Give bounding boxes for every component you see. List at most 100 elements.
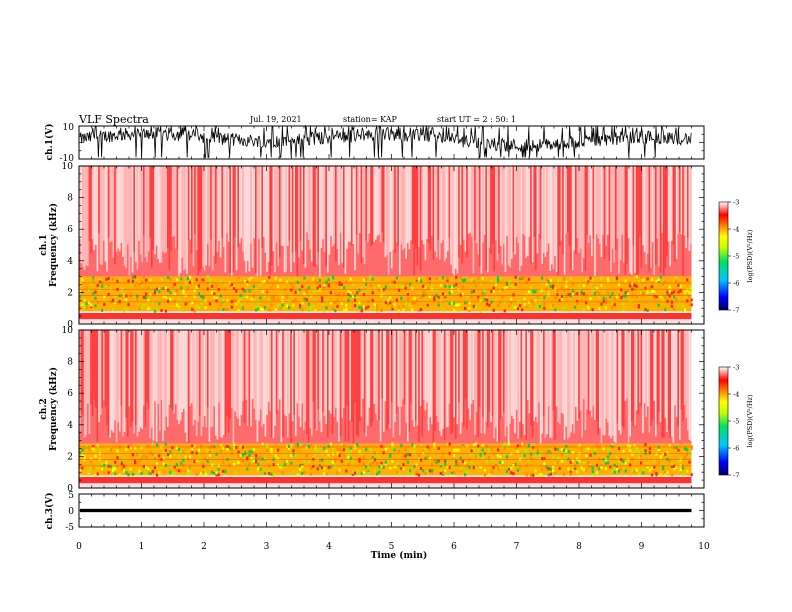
spec-column (511, 330, 513, 416)
spec-cell (521, 308, 524, 312)
spec-column (259, 166, 262, 276)
spec-column (277, 330, 279, 411)
spec-cell (580, 466, 583, 470)
spec-cell (329, 301, 332, 305)
spec-column (400, 330, 403, 407)
spec-cell (281, 300, 284, 304)
spec-cell (272, 295, 275, 299)
spec-column (269, 166, 271, 275)
spec-column (277, 166, 279, 267)
spec-cell (294, 442, 297, 446)
spec-column (290, 330, 292, 443)
spec-cell (591, 466, 594, 470)
spec-cell (677, 283, 680, 287)
spec-column (688, 330, 691, 440)
spec-column (240, 166, 243, 239)
spec-column (115, 330, 118, 443)
spec-cell (316, 467, 319, 471)
spec-column (557, 166, 559, 276)
spec-cell (464, 473, 467, 477)
spec-cell (690, 473, 693, 477)
spec-cell (417, 277, 420, 281)
spec-cell (629, 281, 632, 285)
spec-column (459, 330, 462, 435)
spec-cell (241, 306, 244, 310)
spec-cell (635, 284, 638, 288)
spec-cell (321, 296, 324, 300)
x-tick-label: 1 (139, 542, 145, 552)
spec-column (240, 330, 243, 415)
spec-cell (252, 448, 255, 452)
spec-column (591, 166, 593, 256)
spec-cell (609, 452, 612, 456)
spec-cell (556, 461, 559, 465)
spec-column (667, 166, 670, 242)
spec-cell (169, 455, 172, 459)
spec-column (211, 330, 214, 427)
spec-column (117, 166, 119, 249)
spec-cell (417, 308, 420, 312)
spec-cell (593, 473, 596, 477)
spec-cell (587, 306, 590, 310)
spec-cell (431, 295, 434, 299)
spec-cell (519, 443, 522, 447)
spec-cell (145, 456, 148, 460)
ch1-spec-channel-label: ch.1 (39, 234, 49, 255)
spec-cell (472, 466, 475, 470)
spec-cell (189, 275, 192, 279)
spec-cell (415, 299, 418, 303)
spec-cell (431, 471, 434, 475)
spec-cell (541, 276, 544, 280)
spec-cell (369, 275, 372, 279)
spec-cell (158, 290, 161, 294)
spec-cell (294, 277, 297, 281)
spec-column (551, 166, 553, 265)
spec-column (536, 166, 539, 254)
spec-column (229, 330, 231, 419)
spec-cell (400, 466, 403, 470)
spec-cell (274, 456, 277, 460)
ch2-colorbar-label: log(PSD)(V²/Hz) (746, 394, 754, 447)
spec-cell (81, 454, 84, 458)
spec-cell (129, 446, 132, 450)
spec-column (227, 330, 230, 433)
spec-column (423, 330, 425, 400)
spec-column (213, 166, 215, 256)
spec-cell (657, 445, 660, 449)
spec-cell (547, 289, 550, 293)
spec-cell (648, 291, 651, 295)
spec-cell (642, 449, 645, 453)
spec-column (112, 166, 115, 258)
spec-cell (607, 447, 610, 451)
spec-cell (666, 290, 669, 294)
spec-cell (349, 456, 352, 460)
spec-cell (391, 304, 394, 308)
spec-column (319, 166, 321, 277)
spec-cell (527, 290, 530, 294)
spec-column (511, 166, 513, 260)
spec-column (493, 166, 495, 272)
spec-column (378, 166, 380, 235)
spec-cell (338, 454, 341, 458)
spec-cell (338, 282, 341, 286)
spec-cell (666, 470, 669, 474)
spec-cell (457, 463, 460, 467)
spec-column (565, 166, 567, 234)
spec-column (445, 166, 447, 259)
spec-column (130, 166, 132, 257)
spec-cell (657, 279, 660, 283)
spec-cell (332, 460, 335, 464)
spec-cell (450, 290, 453, 294)
spec-cell (604, 297, 607, 301)
spec-cell (270, 286, 273, 290)
spec-column (79, 330, 81, 432)
spec-cell (466, 301, 469, 305)
spec-cell (204, 306, 207, 310)
spec-cell (200, 471, 203, 475)
spec-cell (615, 455, 618, 459)
spec-cell (635, 295, 638, 299)
spec-column (642, 330, 644, 434)
spec-cell (455, 448, 458, 452)
spec-cell (481, 443, 484, 447)
spec-cell (673, 464, 676, 468)
